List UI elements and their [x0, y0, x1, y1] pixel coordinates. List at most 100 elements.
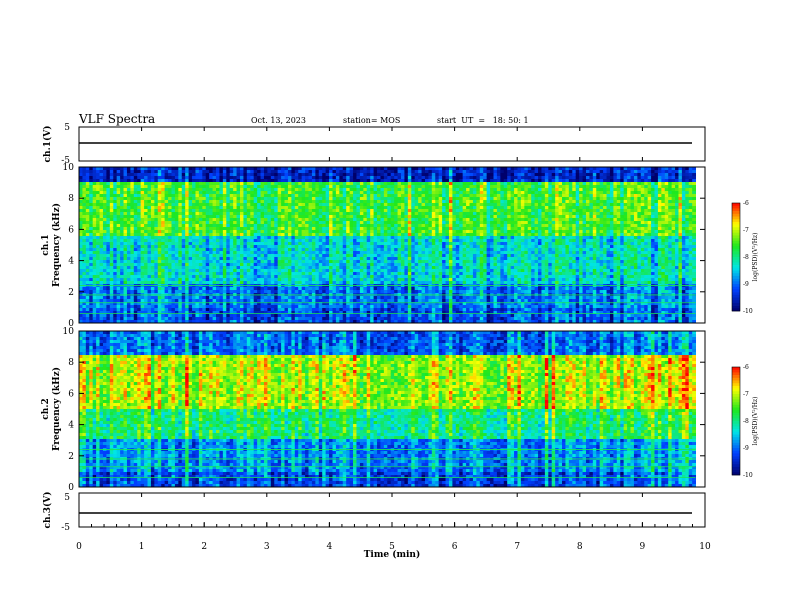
spectrogram-cell	[226, 227, 230, 230]
spectrogram-cell	[216, 248, 220, 251]
spectrogram-cell	[110, 233, 114, 236]
spectrogram-cell	[374, 308, 378, 311]
spectrogram-cell	[350, 212, 354, 215]
spectrogram-cell	[93, 248, 97, 251]
spectrogram-cell	[93, 197, 97, 200]
spectrogram-cell	[350, 236, 354, 239]
spectrogram-cell	[79, 299, 83, 302]
spectrogram-cell	[315, 215, 319, 218]
spectrogram-cell	[86, 242, 90, 245]
spectrogram-cell	[106, 314, 110, 317]
spectrogram-cell	[209, 272, 213, 275]
spectrogram-cell	[148, 245, 152, 248]
spectrogram-cell	[254, 287, 258, 290]
spectrogram-cell	[154, 278, 158, 281]
spectrogram-cell	[278, 263, 282, 266]
spectrogram-cell	[401, 200, 405, 203]
spectrogram-cell	[182, 167, 186, 170]
spectrogram-cell	[298, 188, 302, 191]
spectrogram-cell	[398, 209, 402, 212]
spectrogram-cell	[185, 257, 189, 260]
spectrogram-cell	[247, 167, 251, 170]
spectrogram-cell	[175, 299, 179, 302]
spectrogram-cell	[387, 239, 391, 242]
spectrogram-cell	[202, 308, 206, 311]
spectrogram-cell	[226, 236, 230, 239]
spectrogram-cell	[100, 224, 104, 227]
spectrogram-cell	[353, 194, 357, 197]
spectrogram-cell	[137, 257, 141, 260]
spectrogram-cell	[86, 173, 90, 176]
spectrogram-cell	[319, 179, 323, 182]
spectrogram-cell	[134, 278, 138, 281]
spectrogram-cell	[267, 182, 271, 185]
spectrogram-cell	[148, 290, 152, 293]
spectrogram-cell	[391, 206, 395, 209]
spectrogram-cell	[185, 317, 189, 320]
spectrogram-cell	[237, 173, 241, 176]
spectrogram-cell	[309, 233, 313, 236]
spectrogram-cell	[298, 224, 302, 227]
spectrogram-cell	[202, 176, 206, 179]
spectrogram-cell	[192, 197, 196, 200]
spectrogram-cell	[237, 317, 241, 320]
spectrogram-cell	[291, 200, 295, 203]
spectrogram-cell	[384, 314, 388, 317]
spectrogram-cell	[106, 173, 110, 176]
spectrogram-cell	[367, 263, 371, 266]
spectrogram-cell	[291, 233, 295, 236]
spectrogram-cell	[237, 272, 241, 275]
spectrogram-cell	[271, 236, 275, 239]
spectrogram-cell	[127, 188, 131, 191]
spectrogram-cell	[106, 212, 110, 215]
spectrogram-cell	[370, 167, 374, 170]
spectrogram-cell	[312, 170, 316, 173]
spectrogram-cell	[353, 296, 357, 299]
spectrogram-cell	[305, 221, 309, 224]
spectrogram-cell	[404, 215, 408, 218]
spectrogram-cell	[398, 308, 402, 311]
spectrogram-cell	[264, 170, 268, 173]
spectrogram-cell	[391, 188, 395, 191]
spectrogram-cell	[233, 191, 237, 194]
spectrogram-cell	[130, 236, 134, 239]
spectrogram-cell	[243, 248, 247, 251]
spectrogram-cell	[175, 206, 179, 209]
spectrogram-cell	[130, 317, 134, 320]
spectrogram-cell	[243, 209, 247, 212]
spectrogram-cell	[110, 221, 114, 224]
spectrogram-cell	[79, 233, 83, 236]
spectrogram-cell	[305, 281, 309, 284]
spectrogram-cell	[206, 227, 210, 230]
spectrogram-cell	[305, 206, 309, 209]
spectrogram-cell	[247, 242, 251, 245]
spectrogram-cell	[281, 248, 285, 251]
spectrogram-cell	[384, 266, 388, 269]
spectrogram-cell	[384, 179, 388, 182]
spectrogram-cell	[302, 206, 306, 209]
spectrogram-cell	[398, 296, 402, 299]
spectrogram-cell	[178, 299, 182, 302]
spectrogram-cell	[192, 296, 196, 299]
spectrogram-cell	[100, 305, 104, 308]
spectrogram-cell	[391, 230, 395, 233]
spectrogram-cell	[226, 296, 230, 299]
spectrogram-cell	[206, 317, 210, 320]
spectrogram-cell	[254, 185, 258, 188]
spectrogram-cell	[298, 212, 302, 215]
spectrogram-cell	[384, 182, 388, 185]
spectrogram-cell	[144, 281, 148, 284]
spectrogram-cell	[175, 197, 179, 200]
spectrogram-cell	[195, 203, 199, 206]
spectrogram-cell	[309, 314, 313, 317]
spectrogram-cell	[274, 215, 278, 218]
spectrogram-cell	[367, 278, 371, 281]
spectrogram-cell	[106, 248, 110, 251]
spectrogram-cell	[161, 176, 165, 179]
spectrogram-cell	[158, 206, 162, 209]
spectrogram-cell	[223, 215, 227, 218]
spectrogram-cell	[326, 245, 330, 248]
spectrogram-cell	[329, 212, 333, 215]
spectrogram-cell	[353, 230, 357, 233]
spectrogram-cell	[86, 194, 90, 197]
